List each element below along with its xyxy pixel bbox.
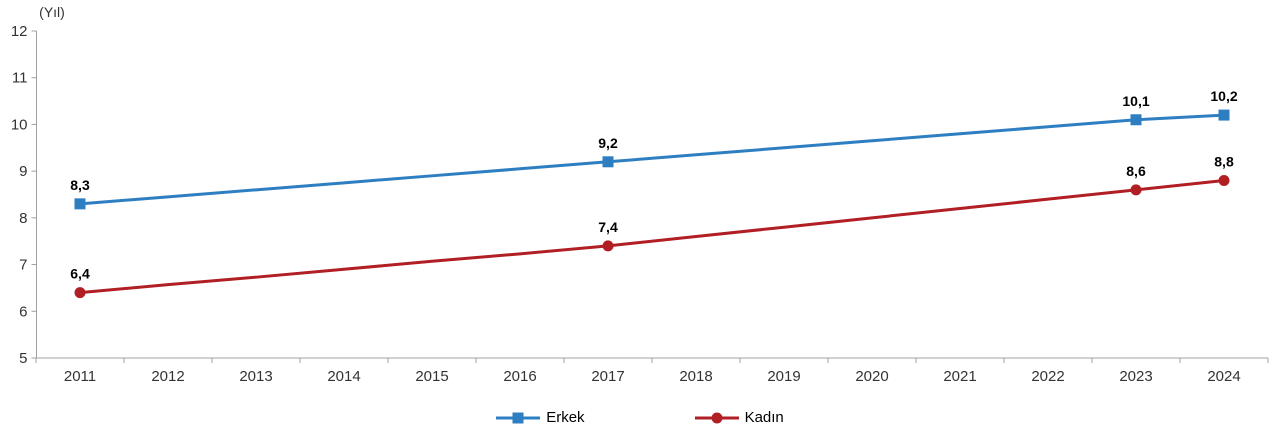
y-axis-tick-label: 11: [12, 70, 28, 87]
y-axis-unit-label: (Yıl): [39, 4, 65, 20]
y-axis-tick-label: 10: [11, 116, 28, 133]
kadin-legend-marker-icon: [694, 412, 739, 423]
legend-circle-marker: [711, 412, 723, 423]
y-axis-tick-label: 9: [19, 163, 27, 180]
x-axis-tick-label: 2015: [415, 368, 448, 385]
erkek-legend-marker-icon: [496, 412, 541, 423]
legend-item-kadin: Kadın: [694, 409, 784, 426]
x-axis-tick-label: 2016: [503, 368, 536, 385]
x-axis-tick-label: 2011: [64, 368, 96, 385]
erkek-marker: [74, 198, 86, 210]
erkek-data-label: 9,2: [598, 135, 618, 151]
erkek-data-label: 10,1: [1122, 93, 1149, 109]
kadin-data-label: 6,4: [70, 266, 90, 282]
erkek-marker: [1130, 114, 1142, 126]
y-axis-tick-label: 7: [19, 257, 27, 274]
kadin-marker: [1218, 174, 1230, 186]
legend-item-erkek: Erkek: [496, 409, 585, 426]
y-axis-tick-label: 5: [19, 350, 27, 367]
legend-label-erkek: Erkek: [546, 409, 585, 426]
legend-label-kadin: Kadın: [744, 409, 784, 426]
erkek-marker: [1218, 109, 1230, 121]
x-axis-tick-label: 2022: [1031, 368, 1064, 385]
x-axis-tick-label: 2023: [1119, 368, 1152, 385]
y-axis-tick-label: 6: [19, 303, 27, 320]
erkek-marker: [602, 156, 614, 168]
x-axis-tick-label: 2024: [1207, 368, 1240, 385]
x-axis-tick-label: 2021: [943, 368, 976, 385]
kadin-marker: [602, 240, 614, 252]
kadin-data-label: 8,6: [1126, 163, 1146, 179]
x-axis-tick-label: 2014: [327, 368, 360, 385]
x-axis-tick-label: 2012: [151, 368, 184, 385]
chart-legend: Erkek Kadın: [0, 400, 1280, 435]
y-axis-tick-label: 8: [19, 210, 27, 227]
x-axis-tick-label: 2013: [239, 368, 272, 385]
series-line-kadin: [78, 178, 1226, 295]
x-axis-tick-label: 2018: [679, 368, 712, 385]
series-line-erkek: [78, 113, 1226, 206]
legend-square-marker: [512, 412, 524, 423]
kadin-data-label: 7,4: [598, 219, 618, 235]
y-axis-tick-label: 12: [11, 23, 28, 40]
chart-canvas: 5 6 7 8 9 10 11 12 2011 2012 2013 2014 2015 2016 2017 2…: [11, 23, 1269, 385]
kadin-data-label: 8,8: [1214, 153, 1234, 169]
x-axis-tick-label: 2019: [767, 368, 800, 385]
erkek-data-label: 8,3: [70, 177, 90, 193]
kadin-marker: [1130, 184, 1142, 196]
erkek-data-label: 10,2: [1210, 88, 1237, 104]
x-axis-tick-label: 2020: [855, 368, 888, 385]
x-axis-tick-label: 2017: [591, 368, 624, 385]
kadin-marker: [74, 287, 86, 299]
